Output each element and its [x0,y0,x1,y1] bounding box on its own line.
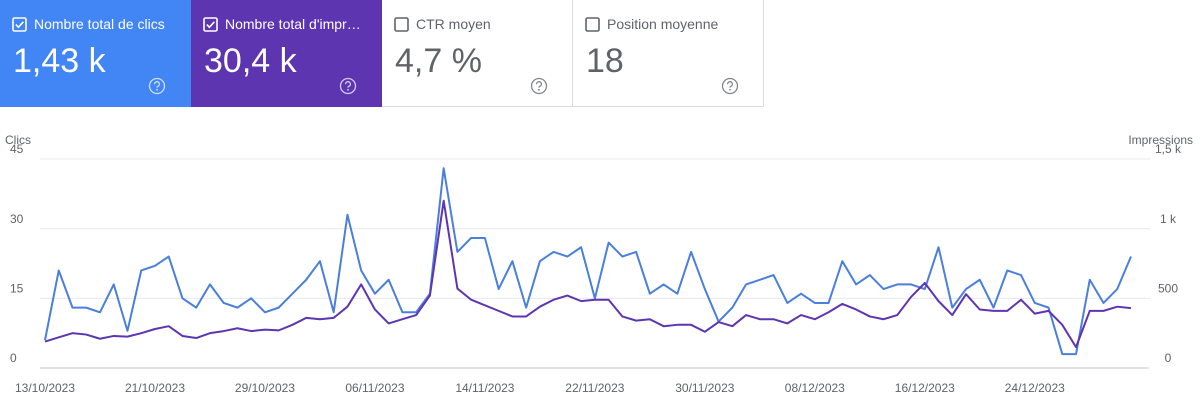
series-line [44,199,1132,349]
metric-card[interactable]: Position moyenne 18 [573,0,764,107]
metric-cards: Nombre total de clics 1,43 k Nombre total … [0,0,764,108]
card-value: 30,4 k [204,42,297,80]
x-tick-label: 14/11/2023 [455,381,514,395]
y-tick-label: 15 [10,282,24,296]
metric-card[interactable]: CTR moyen 4,7 % [382,0,573,107]
series-line [44,167,1132,356]
help-icon[interactable] [530,77,548,95]
y2-tick-label: 500 [1158,282,1178,296]
card-value: 18 [586,42,624,80]
y2-tick-label: 1,5 k [1155,142,1182,156]
x-tick-label: 21/10/2023 [125,381,185,395]
help-icon[interactable] [339,77,357,95]
checkbox[interactable] [203,17,218,32]
checkbox[interactable] [394,17,409,32]
y-tick-label: 45 [10,142,24,156]
x-tick-label: 24/12/2023 [1005,381,1065,395]
y-axis-label: Clics [5,133,31,147]
x-tick-label: 29/10/2023 [235,381,295,395]
checkbox[interactable] [585,17,600,32]
y-tick-label: 30 [10,212,24,226]
help-icon[interactable] [148,77,166,95]
y-tick-label: 0 [10,351,17,365]
x-tick-label: 16/12/2023 [895,381,955,395]
card-value: 1,43 k [13,42,106,80]
y2-axis-label: Impressions [1128,133,1193,147]
metric-card[interactable]: Nombre total de clics 1,43 k [0,0,191,107]
help-icon[interactable] [721,77,739,95]
card-value: 4,7 % [395,42,482,80]
x-tick-label: 06/11/2023 [345,381,404,395]
y2-tick-label: 1 k [1160,212,1177,226]
x-tick-label: 08/12/2023 [785,381,845,395]
x-tick-label: 30/11/2023 [675,381,734,395]
metric-card[interactable]: Nombre total d'impressions30,4 k [191,0,382,107]
checkbox[interactable] [12,17,27,32]
y2-tick-label: 0 [1165,351,1172,365]
x-tick-label: 22/11/2023 [565,381,624,395]
x-tick-label: 13/10/2023 [15,381,75,395]
